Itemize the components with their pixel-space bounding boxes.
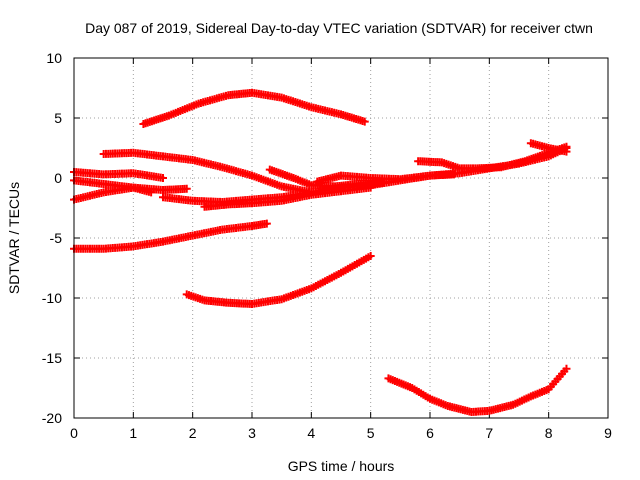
data-series <box>70 219 271 253</box>
y-tick-label: -5 <box>50 230 63 246</box>
data-point <box>360 117 369 126</box>
x-tick-label: 7 <box>485 425 493 441</box>
x-tick-label: 4 <box>307 425 315 441</box>
y-tick-label: -10 <box>42 290 62 306</box>
data-series <box>99 148 316 197</box>
y-tick-label: -20 <box>42 410 62 426</box>
data-point <box>262 219 271 228</box>
x-tick-label: 6 <box>426 425 434 441</box>
data-series <box>384 364 571 416</box>
data-point <box>366 252 375 260</box>
data-marks <box>70 88 571 416</box>
data-series <box>313 170 458 186</box>
x-tick-label: 1 <box>129 425 137 441</box>
y-tick-label: 5 <box>54 110 62 126</box>
data-point <box>182 184 191 193</box>
chart-title: Day 087 of 2019, Sidereal Day-to-day VTE… <box>85 20 593 36</box>
y-axis-label: SDTVAR / TECUs <box>6 182 22 294</box>
data-point <box>449 170 458 179</box>
x-tick-label: 8 <box>545 425 553 441</box>
data-series <box>70 183 156 204</box>
axis-tick-labels: 0 1 2 3 4 5 6 7 8 9 -20 -15 -10 -5 0 5 10 <box>42 50 612 441</box>
x-tick-label: 3 <box>248 425 256 441</box>
data-point <box>147 188 156 197</box>
data-series <box>182 252 375 308</box>
x-axis-label: GPS time / hours <box>288 458 395 474</box>
y-tick-label: 0 <box>54 170 62 186</box>
data-series <box>526 139 571 156</box>
data-point <box>159 174 167 182</box>
data-point <box>562 364 571 373</box>
data-point <box>562 147 571 156</box>
x-tick-label: 2 <box>189 425 197 441</box>
plot-frame <box>73 57 609 419</box>
data-series <box>139 88 369 128</box>
x-tick-label: 0 <box>70 425 78 441</box>
x-tick-label: 9 <box>604 425 612 441</box>
y-tick-label: -15 <box>42 350 62 366</box>
data-point <box>366 183 375 192</box>
y-tick-label: 10 <box>46 50 62 66</box>
x-tick-label: 5 <box>367 425 375 441</box>
data-series <box>265 165 387 191</box>
